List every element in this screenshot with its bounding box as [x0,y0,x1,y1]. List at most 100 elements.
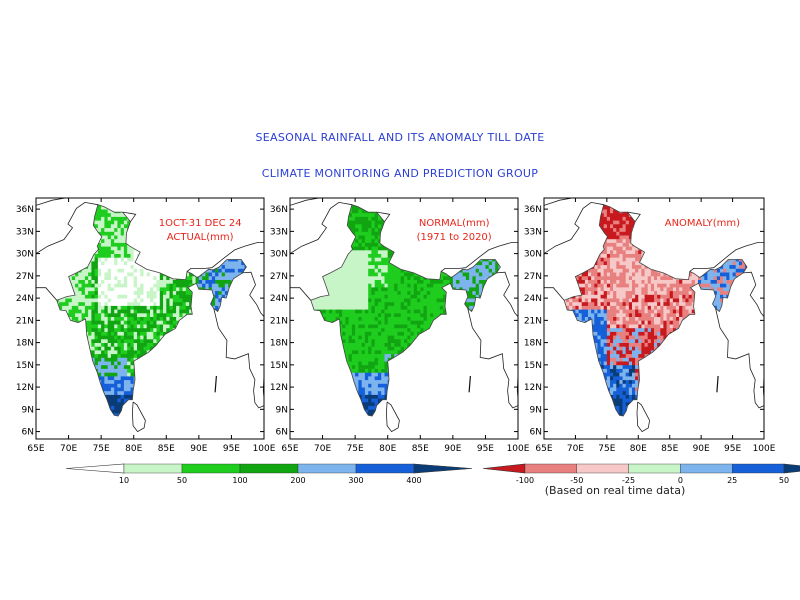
grid-cell [107,257,112,262]
grid-cell [94,357,99,362]
grid-cell [75,316,79,321]
grid-cell [351,261,356,266]
grid-cell [368,387,372,392]
grid-cell [123,338,128,343]
grid-cell [65,298,69,303]
grid-cell [117,220,122,225]
grid-cell [338,305,343,310]
grid-cell [133,353,138,358]
grid-cell [319,298,323,303]
grid-cell [361,212,366,217]
grid-cell [117,294,122,299]
grid-cell [143,327,148,332]
grid-cell [114,316,118,321]
grid-cell [368,324,372,329]
grid-cell [137,249,141,254]
grid-cell [120,335,125,340]
grid-cell [110,379,115,384]
grid-cell [361,301,366,306]
grid-cell [130,364,135,369]
grid-cell [156,283,161,288]
grid-cell [140,324,144,329]
grid-cell [117,305,122,310]
grid-cell [127,253,131,258]
grid-cell [361,272,366,277]
grid-cell [120,224,125,229]
grid-cell [348,353,353,358]
grid-cell [153,335,157,340]
grid-cell [104,353,109,358]
grid-cell [218,283,223,288]
grid-cell [163,316,167,321]
grid-cell [91,327,96,332]
grid-cell [117,283,122,288]
grid-cell [101,235,105,240]
grid-cell [179,301,183,306]
grid-cell [120,361,125,366]
grid-cell [143,298,148,303]
grid-cell [355,209,359,214]
grid-cell [117,231,122,236]
grid-cell [211,298,216,303]
grid-cell [123,279,128,284]
grid-cell [123,268,128,273]
grid-cell [342,290,346,295]
grid-cell [114,346,118,351]
grid-cell [97,283,102,288]
grid-cell [123,249,128,254]
grid-cell [137,350,141,355]
grid-cell [88,316,92,321]
grid-cell [110,401,115,406]
grid-cell [101,294,105,299]
grid-cell [107,224,112,229]
grid-cell [140,283,144,288]
grid-cell [94,261,99,266]
grid-cell [228,272,232,277]
grid-cell [110,231,115,236]
grid-cell [130,372,135,377]
grid-cell [368,376,372,381]
grid-cell [97,242,102,247]
grid-cell [107,335,112,340]
grid-cell [319,301,323,306]
grid-cell [91,316,96,321]
grid-cell [107,298,112,303]
grid-cell [153,309,157,314]
grid-cell [156,301,161,306]
grid-cell [146,298,151,303]
grid-cell [94,327,99,332]
grid-cell [325,312,330,317]
grid-cell [117,212,122,217]
grid-cell [348,212,353,217]
grid-cell [156,312,161,317]
grid-cell [84,279,89,284]
grid-cell [127,372,131,377]
grid-cell [143,279,148,284]
grid-cell [189,298,193,303]
grid-cell [110,290,115,295]
grid-cell [140,346,144,351]
grid-cell [364,361,369,366]
grid-cell [325,294,330,299]
grid-cell [107,238,112,243]
grid-cell [361,335,366,340]
grid-cell [224,268,229,273]
grid-cell [355,261,359,266]
grid-cell [146,342,151,347]
grid-cell [335,316,340,321]
grid-cell [228,268,232,273]
grid-cell [68,298,73,303]
grid-cell [361,350,366,355]
grid-cell [241,268,245,273]
grid-cell [120,357,125,362]
grid-cell [189,279,193,284]
grid-cell [364,301,369,306]
grid-cell [97,324,102,329]
grid-cell [176,290,180,295]
grid-cell [101,379,105,384]
grid-cell [156,324,161,329]
grid-cell [335,309,340,314]
grid-cell [368,327,372,332]
grid-cell [361,238,366,243]
grid-cell [137,331,141,336]
